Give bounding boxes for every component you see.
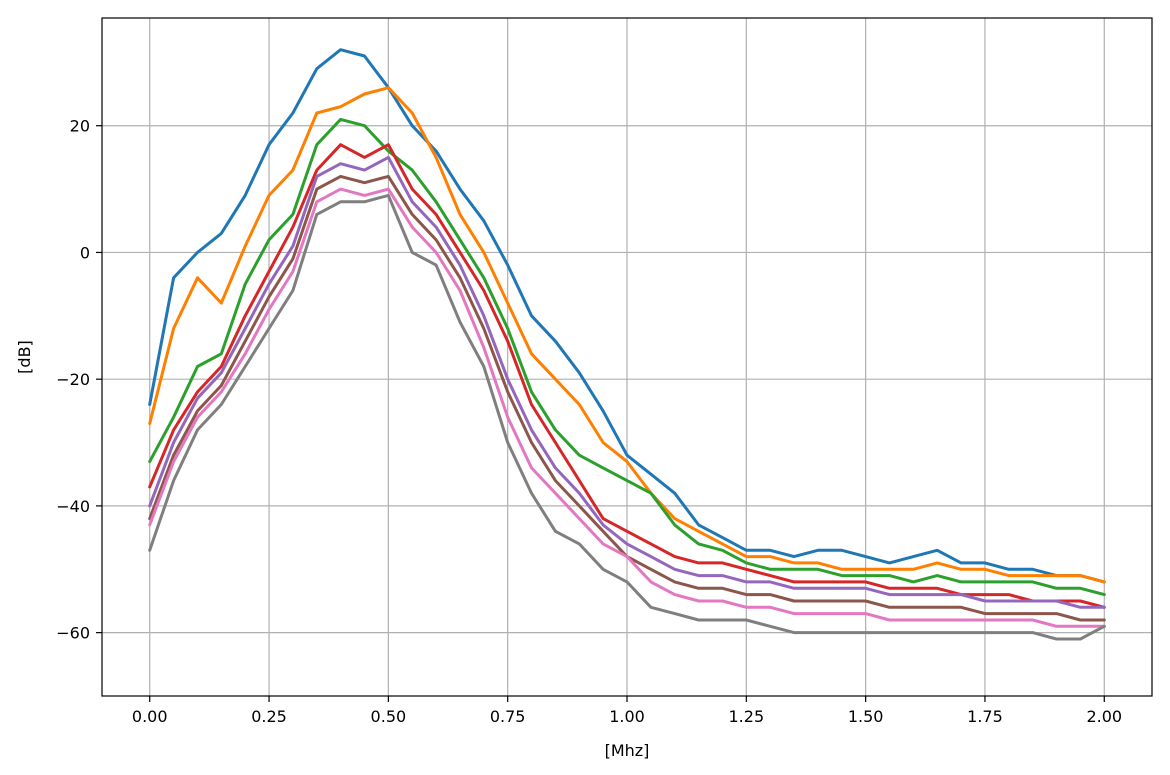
series-line-4: [148, 143, 1106, 609]
y-tick-label: −60: [56, 624, 90, 643]
y-tick-label: −40: [56, 497, 90, 516]
series-line-7: [148, 187, 1106, 628]
series-line-1: [148, 48, 1106, 584]
x-tick-label: 1.25: [729, 707, 765, 726]
x-axis-label: [Mhz]: [605, 741, 650, 760]
series-lines: [148, 48, 1106, 641]
series-line-2: [148, 86, 1106, 584]
series-line-5: [148, 155, 1106, 609]
axis-ticks: 0.00 0.25 0.50 0.75 1.00 1.25 1.50 1.75 2.00 20 0 −…: [56, 117, 1122, 726]
x-tick-label: 0.25: [251, 707, 287, 726]
x-tick-label: 0.75: [490, 707, 526, 726]
x-tick-label: 0.00: [132, 707, 168, 726]
x-tick-label: 1.50: [848, 707, 884, 726]
y-tick-label: −20: [56, 370, 90, 389]
x-tick-label: 1.00: [609, 707, 645, 726]
y-tick-label: 20: [70, 117, 90, 136]
x-tick-label: 1.75: [967, 707, 1003, 726]
y-axis-label: [dB]: [15, 340, 34, 374]
series-line-3: [148, 117, 1106, 597]
x-tick-label: 2.00: [1086, 707, 1122, 726]
series-line-8: [148, 193, 1106, 641]
x-tick-label: 0.50: [371, 707, 407, 726]
y-tick-label: 0: [80, 243, 90, 262]
